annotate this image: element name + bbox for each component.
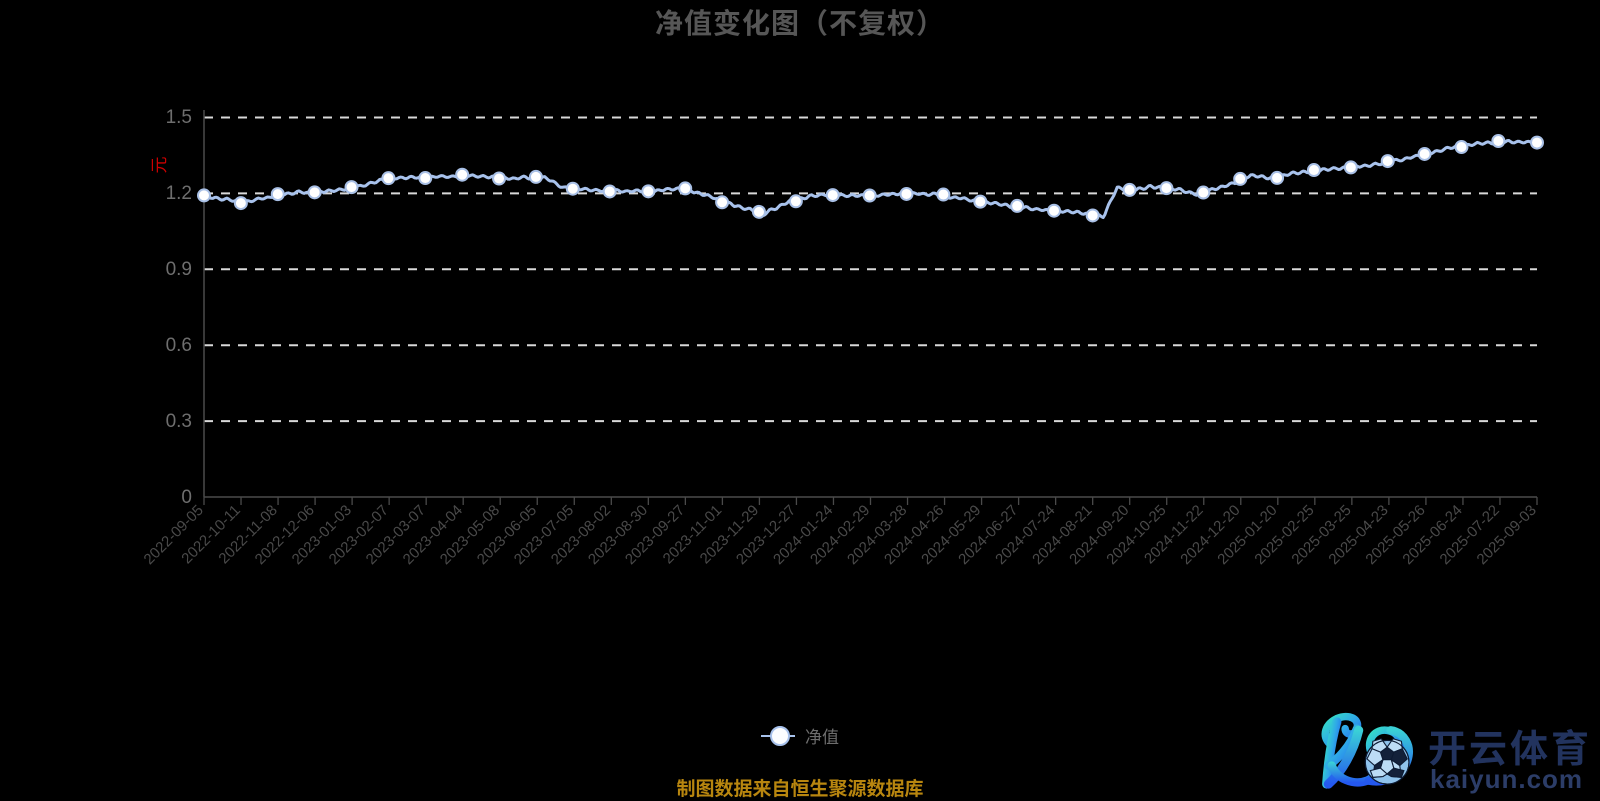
svg-text:0.6: 0.6 [166, 335, 192, 356]
svg-text:1.5: 1.5 [166, 107, 192, 128]
svg-text:1.2: 1.2 [166, 183, 192, 204]
svg-text:元: 元 [150, 157, 169, 174]
svg-text:0.3: 0.3 [166, 411, 192, 432]
svg-text:0.9: 0.9 [166, 259, 192, 280]
